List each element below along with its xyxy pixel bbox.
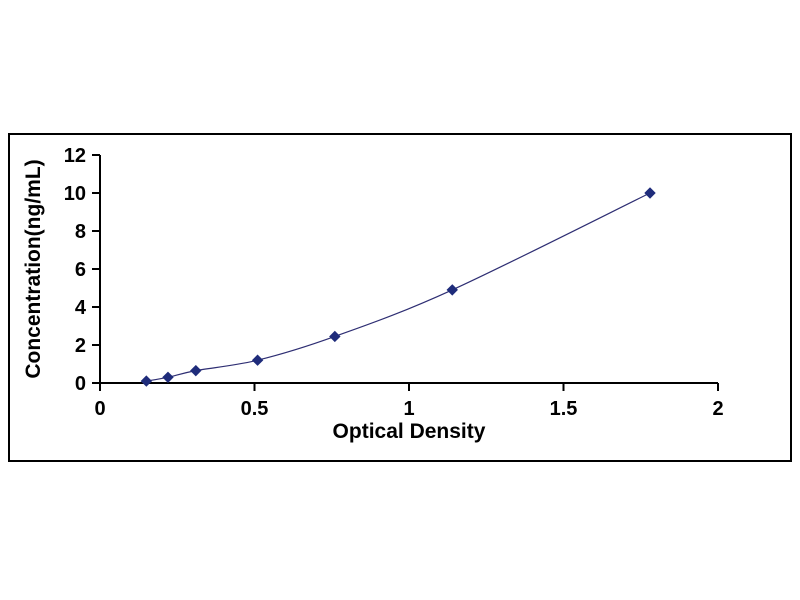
x-tick-label: 0.5 [241, 398, 269, 420]
x-tick-label: 1.5 [550, 398, 578, 420]
y-tick-label: 4 [75, 297, 87, 319]
x-tick-label: 0 [94, 398, 105, 420]
y-tick-label: 6 [75, 259, 86, 281]
data-point-marker [329, 330, 341, 343]
data-point-marker [251, 354, 264, 366]
y-tick-label: 12 [64, 145, 86, 167]
plot-layer: 0 0.5 1 1.5 2 0 2 4 6 8 10 12 [64, 145, 724, 420]
data-point-marker [140, 375, 153, 387]
data-point-marker [162, 371, 174, 384]
series-line [146, 192, 651, 382]
y-tick-label: 0 [75, 373, 86, 395]
standard-curve-chart: 0 0.5 1 1.5 2 0 2 4 6 8 10 12 Optical Density Conce… [22, 145, 724, 443]
y-tick-label: 2 [75, 335, 86, 357]
y-tick-label: 10 [64, 183, 86, 205]
chart-frame: 0 0.5 1 1.5 2 0 2 4 6 8 10 12 Optical Density Conce… [8, 133, 792, 462]
data-point-marker [446, 284, 458, 296]
y-tick-label: 8 [75, 221, 86, 243]
data-point-marker [190, 364, 202, 377]
x-tick-label: 2 [712, 398, 723, 420]
x-tick-label: 1 [403, 398, 414, 420]
y-axis-label: Concentration(ng/mL) [22, 159, 45, 378]
x-axis-label: Optical Density [333, 420, 486, 443]
data-point-marker [644, 187, 656, 199]
